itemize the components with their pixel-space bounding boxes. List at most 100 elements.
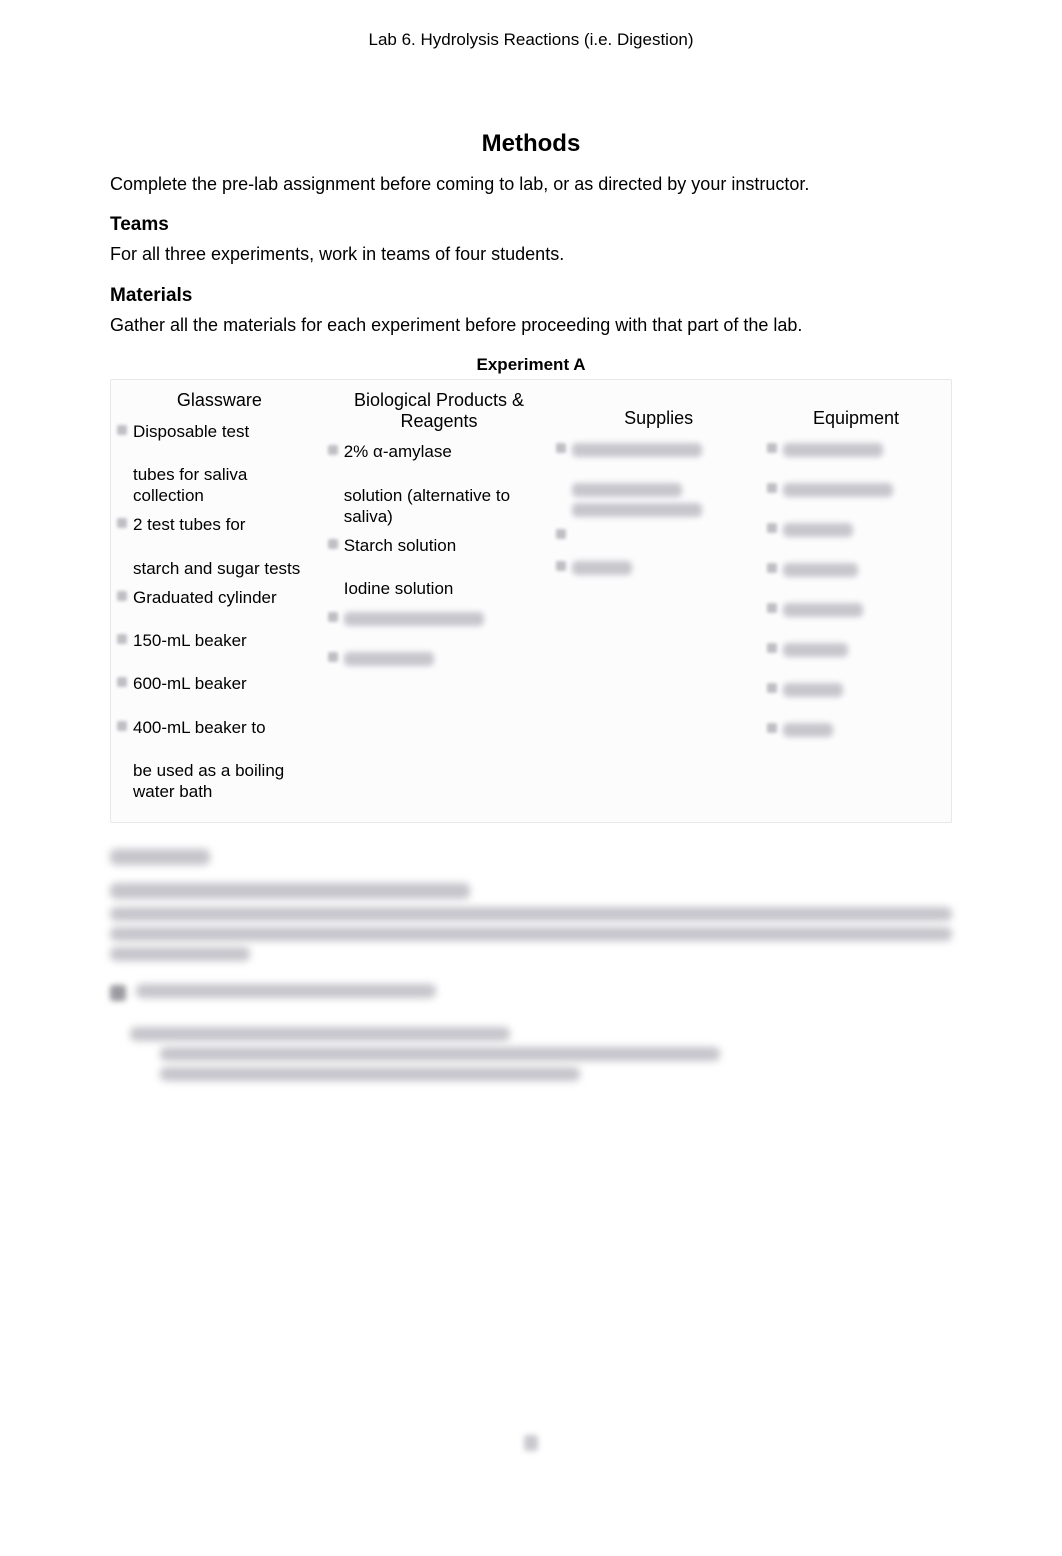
redacted-text	[130, 1027, 510, 1041]
bullet-icon	[328, 612, 338, 622]
section-title-methods: Methods	[110, 130, 952, 158]
redacted-text	[572, 503, 702, 517]
list-item: 2 test tubes for	[117, 512, 322, 539]
redacted-text	[160, 1067, 580, 1081]
redacted-text	[136, 984, 436, 998]
bullet-icon	[767, 443, 777, 453]
bullet-icon	[556, 561, 566, 571]
list-item-redacted	[767, 597, 945, 621]
list-item-redacted	[767, 677, 945, 701]
bullet-icon	[328, 539, 338, 549]
redacted-text	[783, 683, 843, 697]
col-head-biological: Biological Products & Reagents	[328, 386, 551, 439]
column-equipment: Equipment	[767, 386, 945, 808]
column-biological: Biological Products & Reagents 2% α-amyl…	[328, 386, 557, 808]
redacted-text	[572, 483, 682, 497]
redacted-text	[783, 603, 863, 617]
list-item: 600-mL beaker	[117, 671, 322, 698]
bullet-icon	[767, 563, 777, 573]
redacted-text	[344, 652, 434, 666]
materials-text: Gather all the materials for each experi…	[110, 313, 952, 337]
list-item: Disposable test	[117, 419, 322, 446]
item-text: solution (alternative to saliva)	[344, 483, 551, 532]
bullet-icon	[556, 443, 566, 453]
item-text: 150-mL beaker	[133, 628, 247, 655]
materials-table: Glassware Disposable test tubes for sali…	[110, 379, 952, 823]
column-glassware: Glassware Disposable test tubes for sali…	[117, 386, 328, 808]
running-header: Lab 6. Hydrolysis Reactions (i.e. Digest…	[110, 30, 952, 50]
item-text: Disposable test	[133, 419, 249, 446]
redacted-text	[783, 563, 858, 577]
redacted-text	[783, 723, 833, 737]
bullet-icon	[767, 603, 777, 613]
bullet-icon	[328, 445, 338, 455]
bullet-icon	[328, 652, 338, 662]
bullet-icon	[556, 529, 566, 539]
list-item: 400-mL beaker to	[117, 715, 322, 742]
list-item-redacted	[767, 557, 945, 581]
bullet-icon	[117, 518, 127, 528]
methods-intro-text: Complete the pre-lab assignment before c…	[110, 172, 952, 196]
list-item: Starch solution	[328, 533, 551, 560]
bullet-icon	[110, 985, 126, 1001]
list-item-redacted	[328, 606, 551, 630]
bullet-icon	[117, 721, 127, 731]
list-item: 150-mL beaker	[117, 628, 322, 655]
bullet-icon	[117, 634, 127, 644]
page-number	[0, 1435, 1062, 1456]
bullet-icon	[117, 677, 127, 687]
item-text: tubes for saliva collection	[133, 462, 322, 511]
list-item-redacted	[767, 717, 945, 741]
redacted-text	[783, 483, 893, 497]
list-item: solution (alternative to saliva)	[328, 483, 551, 532]
list-item-redacted	[556, 523, 761, 539]
list-item-redacted	[767, 637, 945, 661]
item-text: starch and sugar tests	[133, 556, 300, 583]
redacted-text	[783, 443, 883, 457]
col-head-glassware: Glassware	[117, 386, 322, 419]
list-item-redacted	[767, 437, 945, 461]
list-item: be used as a boiling water bath	[117, 758, 322, 807]
bullet-icon	[117, 591, 127, 601]
bullet-icon	[767, 483, 777, 493]
item-text: 600-mL beaker	[133, 671, 247, 698]
col-head-equipment: Equipment	[767, 386, 945, 437]
item-text: 2 test tubes for	[133, 512, 245, 539]
item-text: 400-mL beaker to	[133, 715, 266, 742]
redacted-text	[783, 643, 848, 657]
bullet-icon	[767, 723, 777, 733]
col-head-supplies: Supplies	[556, 386, 761, 437]
item-text: Graduated cylinder	[133, 585, 277, 612]
item-text: Iodine solution	[344, 576, 454, 603]
item-text: 2% α-amylase	[344, 439, 452, 466]
redacted-text	[160, 1047, 720, 1061]
redacted-text	[110, 907, 952, 921]
table-caption: Experiment A	[110, 355, 952, 375]
redacted-text	[110, 927, 952, 941]
list-item: tubes for saliva collection	[117, 462, 322, 511]
materials-heading: Materials	[110, 285, 952, 307]
item-text: Starch solution	[344, 533, 456, 560]
redacted-text	[572, 561, 632, 575]
redacted-procedures	[110, 849, 952, 1081]
redacted-subheading	[110, 883, 470, 899]
bullet-icon	[117, 425, 127, 435]
redacted-text	[344, 612, 484, 626]
list-item: Iodine solution	[328, 576, 551, 603]
bullet-icon	[767, 643, 777, 653]
redacted-text	[110, 947, 250, 961]
list-item-redacted	[556, 555, 761, 579]
list-item-redacted	[767, 517, 945, 541]
teams-text: For all three experiments, work in teams…	[110, 242, 952, 266]
list-item: starch and sugar tests	[117, 556, 322, 583]
redacted-numbered-list	[130, 1027, 952, 1081]
redacted-text	[572, 443, 702, 457]
list-item: Graduated cylinder	[117, 585, 322, 612]
redacted-heading	[110, 849, 210, 865]
list-item-redacted	[767, 477, 945, 501]
redacted-text	[783, 523, 853, 537]
bullet-icon	[767, 683, 777, 693]
list-item: 2% α-amylase	[328, 439, 551, 466]
page-number-icon	[524, 1435, 538, 1451]
column-supplies: Supplies	[556, 386, 767, 808]
